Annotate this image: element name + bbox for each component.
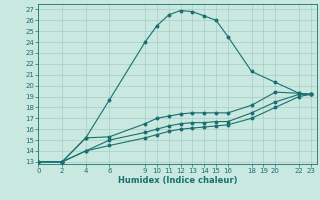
X-axis label: Humidex (Indice chaleur): Humidex (Indice chaleur)	[118, 176, 237, 185]
